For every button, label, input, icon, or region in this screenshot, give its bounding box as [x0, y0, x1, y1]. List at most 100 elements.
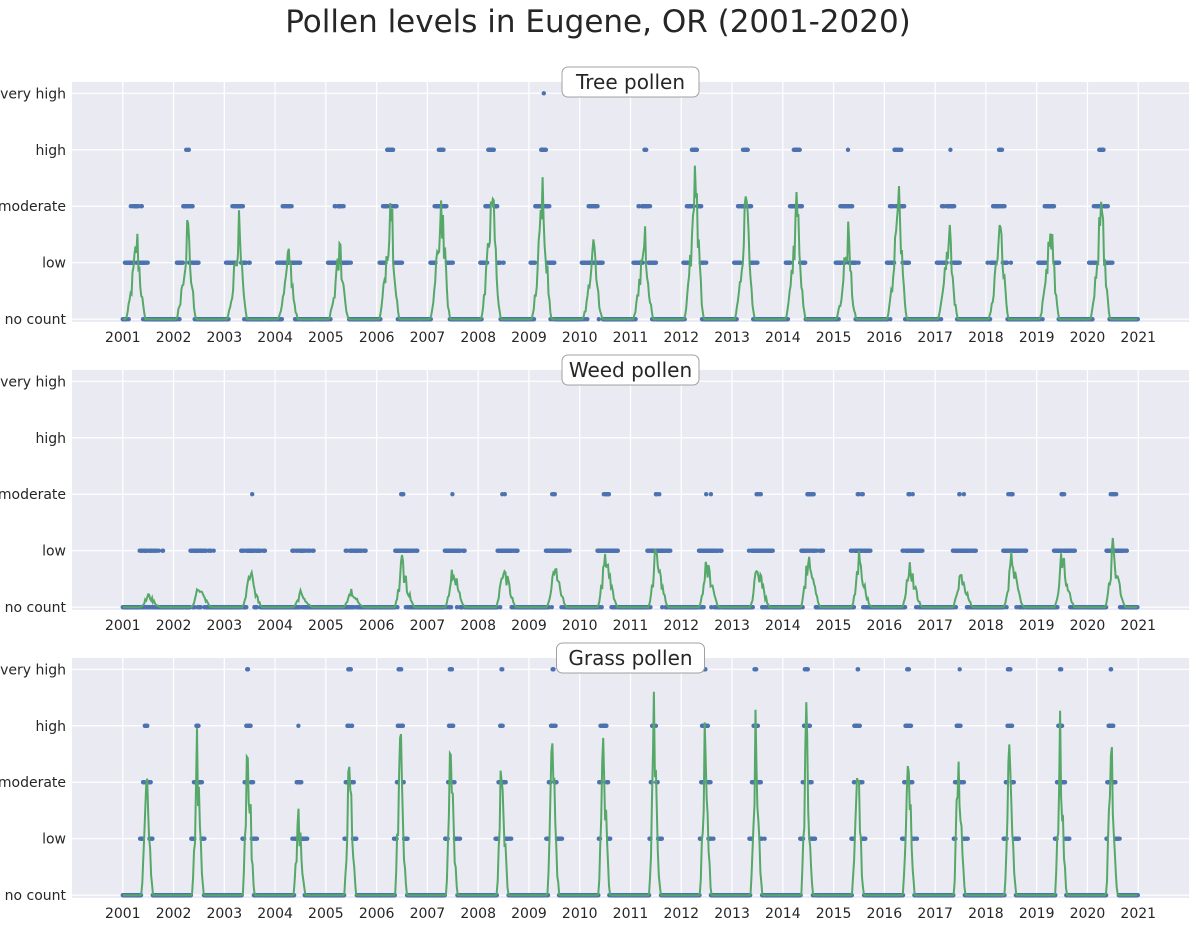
data-point: [999, 147, 1005, 152]
data-point: [704, 260, 709, 265]
x-tick-label: 2002: [156, 906, 192, 922]
data-point: [177, 317, 182, 322]
x-tick-label: 2009: [511, 906, 547, 922]
x-tick-label: 2014: [765, 618, 801, 634]
data-point: [502, 492, 507, 497]
data-point: [615, 548, 620, 553]
data-point: [1114, 492, 1119, 497]
x-tick-label: 2002: [156, 330, 192, 346]
x-tick-label: 2020: [1070, 906, 1106, 922]
data-point: [803, 260, 808, 265]
data-point: [647, 204, 653, 209]
y-tick-label: low: [42, 832, 66, 848]
data-point: [202, 836, 207, 841]
x-tick-label: 2004: [257, 618, 293, 634]
data-point: [501, 260, 506, 265]
data-point: [145, 723, 150, 728]
data-point: [126, 317, 131, 322]
x-tick-label: 2010: [562, 330, 598, 346]
x-tick-label: 2014: [765, 906, 801, 922]
data-point: [198, 605, 203, 610]
x-tick-label: 2005: [308, 906, 344, 922]
data-point: [758, 492, 763, 497]
data-point: [748, 204, 754, 209]
y-tick-label: moderate: [0, 199, 66, 215]
data-point: [549, 605, 554, 610]
panel-weed-pollen: 2001 2002 2003 2004 2005 2006 2007 2008 2009 2010…: [0, 354, 1189, 634]
x-tick-label: 2017: [917, 618, 953, 634]
x-tick-label: 2018: [968, 906, 1004, 922]
panel-title: Weed pollen: [569, 358, 692, 382]
x-tick-label: 2007: [410, 906, 446, 922]
x-tick-label: 2006: [359, 618, 395, 634]
data-point: [973, 548, 978, 553]
x-tick-label: 2017: [917, 330, 953, 346]
data-point: [240, 204, 246, 209]
data-point: [920, 548, 925, 553]
data-point: [719, 548, 724, 553]
x-tick-label: 2020: [1070, 618, 1106, 634]
panel-title-box: [561, 66, 700, 98]
y-tick-label: very high: [0, 374, 66, 390]
data-point: [450, 492, 455, 497]
data-point: [199, 780, 205, 785]
data-point: [910, 492, 915, 497]
x-tick-label: 2011: [613, 618, 649, 634]
data-point: [788, 260, 793, 265]
x-tick-label: 2015: [816, 330, 852, 346]
data-point: [254, 605, 260, 610]
data-point: [961, 492, 967, 497]
x-tick-label: 2001: [105, 906, 141, 922]
y-tick-label: high: [35, 143, 66, 159]
y-tick-label: very high: [0, 662, 66, 678]
data-point: [644, 147, 649, 152]
data-point: [541, 91, 546, 96]
data-point: [211, 548, 216, 553]
data-point: [1056, 260, 1062, 265]
data-point: [1051, 204, 1057, 209]
data-point: [532, 260, 538, 265]
x-tick-label: 2018: [968, 330, 1004, 346]
data-point: [888, 317, 893, 322]
x-tick-label: 2007: [410, 618, 446, 634]
x-tick-label: 2017: [917, 906, 953, 922]
data-point: [811, 492, 816, 497]
data-point: [820, 548, 826, 553]
data-point: [515, 548, 520, 553]
data-point: [543, 147, 549, 152]
x-tick-label: 2014: [765, 330, 801, 346]
data-point: [244, 605, 249, 610]
data-point: [394, 204, 399, 209]
x-tick-label: 2021: [1120, 906, 1156, 922]
data-point: [462, 548, 467, 553]
data-point: [860, 492, 865, 497]
data-point: [415, 548, 420, 553]
data-point: [657, 492, 662, 497]
data-point: [957, 260, 962, 265]
x-tick-label: 2006: [359, 906, 395, 922]
data-point: [498, 605, 503, 610]
data-point: [585, 317, 590, 322]
data-point: [150, 836, 155, 841]
data-point: [390, 147, 396, 152]
panel-tree-pollen: 2001 2002 2003 2004 2005 2006 2007 2008 2009 2010…: [0, 66, 1189, 346]
x-tick-label: 2013: [714, 618, 750, 634]
data-point: [160, 548, 166, 553]
data-point: [1135, 317, 1141, 322]
x-tick-label: 2003: [206, 330, 242, 346]
panel-title: Tree pollen: [575, 70, 685, 94]
x-tick-label: 2019: [1019, 906, 1055, 922]
data-point: [868, 548, 873, 553]
data-point: [363, 548, 368, 553]
x-tick-label: 2004: [257, 330, 293, 346]
data-point: [547, 204, 552, 209]
data-point: [190, 204, 195, 209]
x-tick-label: 2016: [867, 330, 903, 346]
data-point: [1008, 260, 1014, 265]
data-point: [254, 836, 260, 841]
panel-grass-pollen: 2001 2002 2003 2004 2005 2006 2007 2008 2009 2010…: [0, 642, 1189, 922]
data-point: [552, 492, 557, 497]
x-tick-label: 2002: [156, 618, 192, 634]
data-point: [704, 492, 709, 497]
